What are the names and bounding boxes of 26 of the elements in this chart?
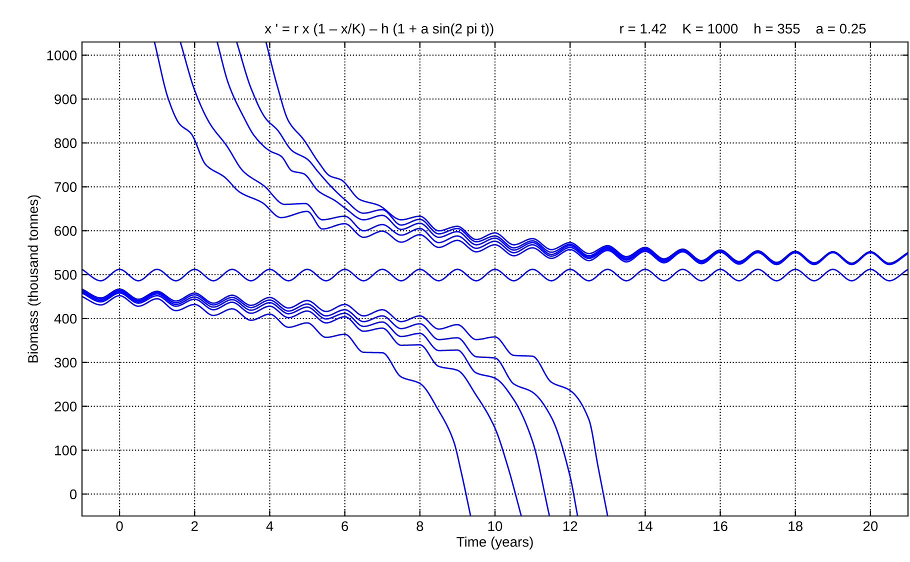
- x-tick-label: 16: [714, 521, 728, 532]
- y-axis-title: Biomass (thousand tonnes): [28, 195, 41, 362]
- x-tick-label: 12: [563, 521, 578, 531]
- y-tick-label: 0: [70, 489, 77, 500]
- y-tick-label: 100: [55, 446, 77, 456]
- x-tick-label: 14: [638, 521, 652, 531]
- y-tick-label: 400: [54, 314, 77, 324]
- x-tick-label: 2: [191, 521, 198, 531]
- chart-title: x ' = r x (1 – x/K) – h (1 + a sin(2 pi t)): [264, 23, 494, 36]
- y-tick-label: 800: [54, 138, 77, 148]
- chart-subtitle: r = 1.42 K = 1000 h = 355 a = 0.25: [620, 23, 866, 34]
- x-tick-label: 6: [342, 521, 348, 532]
- x-tick-label: 8: [416, 521, 424, 532]
- x-tick-label: 10: [488, 521, 502, 532]
- y-tick-label: 1000: [47, 50, 77, 60]
- y-tick-label: 600: [54, 226, 77, 236]
- x-tick-label: 0: [116, 521, 123, 532]
- x-axis-title: Time (years): [456, 536, 533, 550]
- y-tick-label: 300: [54, 358, 77, 368]
- x-tick-label: 4: [266, 521, 274, 531]
- x-tick-label: 18: [788, 521, 802, 532]
- x-tick-label: 20: [863, 521, 878, 532]
- y-tick-label: 900: [54, 94, 77, 104]
- y-tick-label: 500: [54, 270, 77, 280]
- y-tick-label: 200: [54, 402, 77, 412]
- y-tick-label: 700: [54, 182, 77, 192]
